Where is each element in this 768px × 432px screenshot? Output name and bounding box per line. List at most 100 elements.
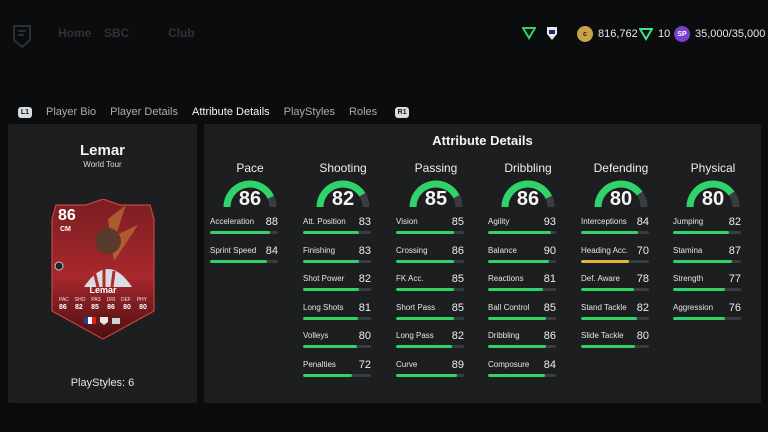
attribute-label: Stamina <box>673 245 703 255</box>
attribute-value: 80 <box>636 330 649 342</box>
attribute-label: Vision <box>396 217 418 226</box>
attribute-value: 88 <box>265 216 278 228</box>
tab-player-bio[interactable]: Player Bio <box>46 106 97 118</box>
sp-value: 35,000/35,000 <box>695 28 766 40</box>
tab-player-details[interactable]: Player Details <box>110 106 178 118</box>
playstyles-count: PlayStyles: 6 <box>70 377 135 389</box>
attribute-row: Stand Tackle 82 <box>581 301 649 323</box>
attribute-row: Jumping 82 <box>673 216 741 237</box>
attribute-bar <box>581 288 649 291</box>
attribute-row: Composure 84 <box>488 358 556 380</box>
attribute-bar-fill <box>581 345 636 348</box>
attribute-bar <box>673 259 741 263</box>
division-chevron-icon <box>522 27 536 40</box>
category-rating: 82 <box>331 188 355 210</box>
tab-playstyles[interactable]: PlayStyles <box>283 106 336 118</box>
attribute-bar <box>581 345 649 348</box>
card-name: Lemar <box>89 285 117 295</box>
attribute-label: Reactions <box>488 274 524 283</box>
attribute-row: Strength 77 <box>673 273 741 294</box>
attribute-label: Strength <box>673 274 704 283</box>
attribute-bar-fill <box>488 259 550 263</box>
attribute-label: Att. Position <box>303 217 346 226</box>
attribute-value: 77 <box>728 273 741 285</box>
attribute-bar <box>303 288 371 291</box>
attribute-value: 84 <box>543 358 556 371</box>
attribute-row: Curve 89 <box>396 358 464 380</box>
rating-gauge-icon <box>686 180 740 208</box>
attribute-bar-fill <box>396 373 457 377</box>
attribute-bar-fill <box>581 316 637 320</box>
attribute-bar-fill <box>303 316 359 320</box>
attribute-bar <box>581 316 649 320</box>
attribute-row: Def. Aware 78 <box>581 273 649 294</box>
card-stat-value: 80 <box>139 304 147 311</box>
fc-points-display: 10 <box>639 25 670 43</box>
ea-fc-logo-icon <box>13 25 31 49</box>
attribute-bar <box>396 259 464 263</box>
attribute-bar <box>581 259 649 263</box>
attribute-bar-fill <box>673 288 726 291</box>
fc-points-icon <box>639 28 653 41</box>
tab-bar: L1 Player Bio Player Details Attribute D… <box>18 104 410 120</box>
l1-button-hint[interactable]: L1 <box>18 106 32 118</box>
attribute-bar-fill <box>303 231 360 234</box>
attribute-label: Volleys <box>303 331 329 340</box>
attribute-bar <box>488 231 556 234</box>
attribute-bar <box>673 231 741 234</box>
attribute-label: Composure <box>488 359 530 369</box>
attribute-label: FK Acc. <box>396 274 424 283</box>
attribute-row: Att. Position 83 <box>303 216 371 237</box>
attribute-bar-fill <box>303 373 352 377</box>
card-stat-values: 86 82 85 86 80 80 <box>59 304 147 311</box>
card-stat-label: DEF <box>120 297 131 303</box>
player-card[interactable]: 86 CM Lemar PAC SHO PAS DRI DEF PHY 86 8… <box>46 199 160 341</box>
card-stat-label: PHY <box>136 297 147 303</box>
player-subtitle: World Tour <box>83 160 122 169</box>
attribute-label: Acceleration <box>210 217 255 226</box>
attribute-bar <box>303 345 371 348</box>
attribute-row: FK Acc. 85 <box>396 273 464 294</box>
card-stat-labels: PAC SHO PAS DRI DEF PHY <box>59 297 147 303</box>
attribute-bar <box>488 259 556 263</box>
attribute-bar-fill <box>303 288 359 291</box>
tab-attribute-details[interactable]: Attribute Details <box>192 106 270 118</box>
nav-club[interactable]: Club <box>168 26 195 40</box>
card-stat-value: 86 <box>107 304 115 311</box>
attribute-row: Agility 93 <box>488 216 556 237</box>
attribute-value: 89 <box>451 358 464 371</box>
attribute-label: Short Pass <box>396 302 436 312</box>
attribute-value: 84 <box>265 244 278 257</box>
attribute-value: 85 <box>451 273 464 285</box>
rating-gauge-icon <box>409 180 463 208</box>
playstyle-plus-icon <box>54 261 64 271</box>
attribute-bar <box>673 316 741 320</box>
attribute-label: Finishing <box>303 245 336 255</box>
club-badge-icon <box>547 27 557 40</box>
attribute-row: Long Shots 81 <box>303 302 371 323</box>
attribute-bar <box>488 345 556 348</box>
card-nation-club-icon <box>84 317 120 325</box>
attribute-bar-fill <box>488 345 547 348</box>
attribute-bar <box>581 231 649 234</box>
attribute-bar-fill <box>673 231 729 234</box>
attribute-value: 83 <box>358 216 371 228</box>
attribute-value: 72 <box>358 358 371 371</box>
nav-home[interactable]: Home <box>58 26 92 40</box>
attribute-value: 82 <box>358 273 371 285</box>
card-rating: 86 <box>58 207 76 224</box>
attribute-value: 82 <box>636 301 649 314</box>
attribute-label: Curve <box>396 359 418 369</box>
attribute-label: Shot Power <box>303 274 345 283</box>
category-rating: 80 <box>609 188 633 210</box>
nav-sbc[interactable]: SBC <box>104 26 130 40</box>
r1-button-hint[interactable]: R1 <box>395 106 410 118</box>
rating-gauge-icon <box>316 180 370 208</box>
attribute-row: Interceptions 84 <box>581 216 649 237</box>
attribute-value: 85 <box>451 301 464 314</box>
card-stat-label: SHO <box>74 297 86 303</box>
attribute-value: 78 <box>636 273 649 285</box>
attribute-value: 86 <box>543 330 556 342</box>
tab-roles[interactable]: Roles <box>349 106 378 118</box>
attribute-value: 86 <box>451 244 464 257</box>
